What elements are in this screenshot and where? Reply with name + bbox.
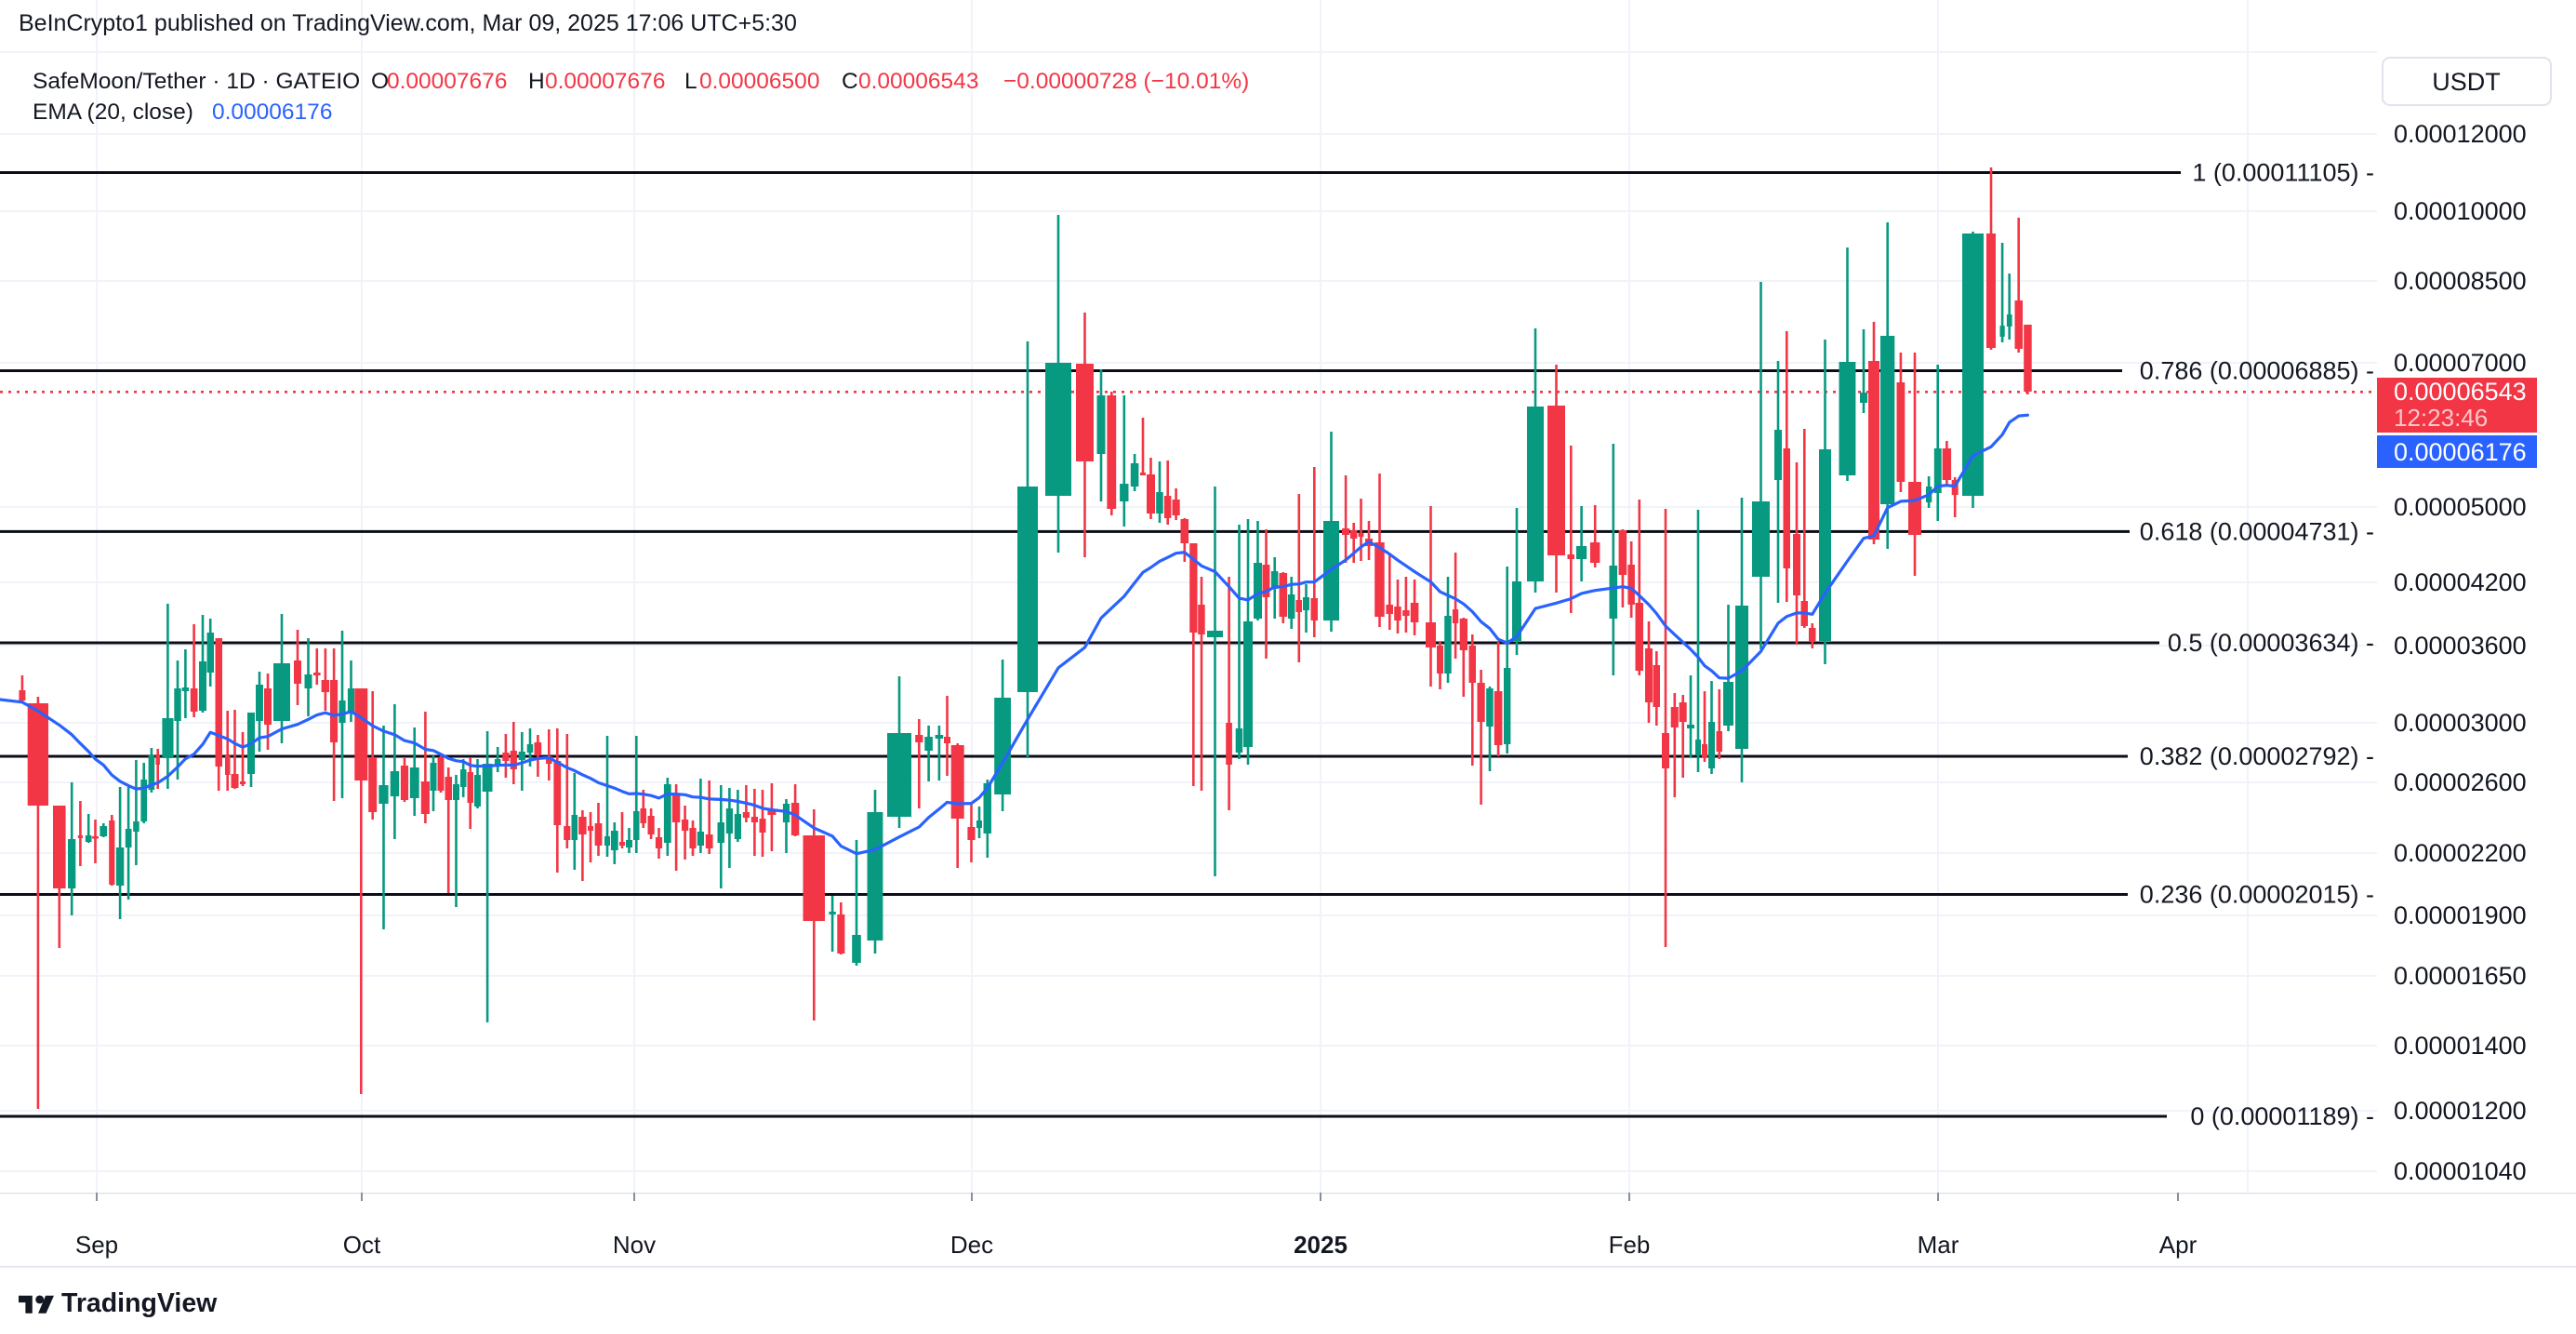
svg-text:Sep: Sep bbox=[75, 1231, 118, 1259]
svg-text:USDT: USDT bbox=[2432, 68, 2501, 96]
svg-text:0.00006543: 0.00006543 bbox=[2394, 378, 2527, 406]
svg-text:L: L bbox=[684, 69, 697, 94]
svg-text:0.382 (0.00002792) -: 0.382 (0.00002792) - bbox=[2140, 742, 2374, 770]
svg-text:0.00008500: 0.00008500 bbox=[2394, 267, 2527, 295]
svg-text:BeInCrypto1 published on Tradi: BeInCrypto1 published on TradingView.com… bbox=[19, 10, 797, 36]
svg-text:0.00006500: 0.00006500 bbox=[699, 69, 819, 94]
svg-text:Apr: Apr bbox=[2159, 1231, 2198, 1259]
svg-text:0.00003000: 0.00003000 bbox=[2394, 709, 2527, 737]
svg-text:−0.00000728 (−10.01%): −0.00000728 (−10.01%) bbox=[1003, 69, 1249, 94]
svg-text:0.00005000: 0.00005000 bbox=[2394, 493, 2527, 521]
svg-text:0.00001400: 0.00001400 bbox=[2394, 1032, 2527, 1060]
svg-text:Mar: Mar bbox=[1918, 1231, 1959, 1259]
svg-text:0.00010000: 0.00010000 bbox=[2394, 197, 2527, 225]
svg-text:SafeMoon/Tether · 1D · GATEIO: SafeMoon/Tether · 1D · GATEIO bbox=[33, 69, 360, 94]
svg-text:TradingView: TradingView bbox=[61, 1288, 218, 1318]
svg-text:0.00001900: 0.00001900 bbox=[2394, 901, 2527, 929]
svg-text:0.00006176: 0.00006176 bbox=[212, 100, 332, 125]
svg-text:Feb: Feb bbox=[1609, 1231, 1651, 1259]
svg-text:C: C bbox=[842, 69, 858, 94]
svg-text:0.00012000: 0.00012000 bbox=[2394, 120, 2527, 148]
svg-text:0.00006176: 0.00006176 bbox=[2394, 438, 2527, 466]
svg-text:Dec: Dec bbox=[950, 1231, 993, 1259]
svg-text:12:23:46: 12:23:46 bbox=[2394, 404, 2488, 432]
svg-text:H: H bbox=[528, 69, 545, 94]
svg-text:Nov: Nov bbox=[613, 1231, 656, 1259]
svg-text:0.5 (0.00003634) -: 0.5 (0.00003634) - bbox=[2168, 629, 2374, 657]
svg-text:0 (0.00001189) -: 0 (0.00001189) - bbox=[2190, 1102, 2374, 1130]
svg-text:0.00004200: 0.00004200 bbox=[2394, 568, 2527, 596]
svg-text:0.00007000: 0.00007000 bbox=[2394, 349, 2527, 377]
svg-text:EMA (20, close): EMA (20, close) bbox=[33, 100, 193, 125]
svg-text:0.00006543: 0.00006543 bbox=[858, 69, 978, 94]
svg-text:0.00002200: 0.00002200 bbox=[2394, 839, 2527, 867]
svg-text:0.236 (0.00002015) -: 0.236 (0.00002015) - bbox=[2140, 881, 2374, 909]
svg-text:2025: 2025 bbox=[1294, 1231, 1348, 1259]
svg-text:0.00001650: 0.00001650 bbox=[2394, 962, 2527, 990]
svg-text:O: O bbox=[371, 69, 389, 94]
svg-text:0.618 (0.00004731) -: 0.618 (0.00004731) - bbox=[2140, 517, 2374, 545]
svg-text:1 (0.00011105) -: 1 (0.00011105) - bbox=[2192, 159, 2374, 187]
svg-text:0.00001040: 0.00001040 bbox=[2394, 1157, 2527, 1185]
svg-text:0.00003600: 0.00003600 bbox=[2394, 632, 2527, 660]
svg-text:0.00007676: 0.00007676 bbox=[545, 69, 665, 94]
svg-text:0.00007676: 0.00007676 bbox=[387, 69, 507, 94]
svg-text:0.786 (0.00006885) -: 0.786 (0.00006885) - bbox=[2140, 357, 2374, 385]
svg-text:0.00001200: 0.00001200 bbox=[2394, 1097, 2527, 1125]
svg-text:Oct: Oct bbox=[343, 1231, 381, 1259]
svg-text:0.00002600: 0.00002600 bbox=[2394, 768, 2527, 796]
